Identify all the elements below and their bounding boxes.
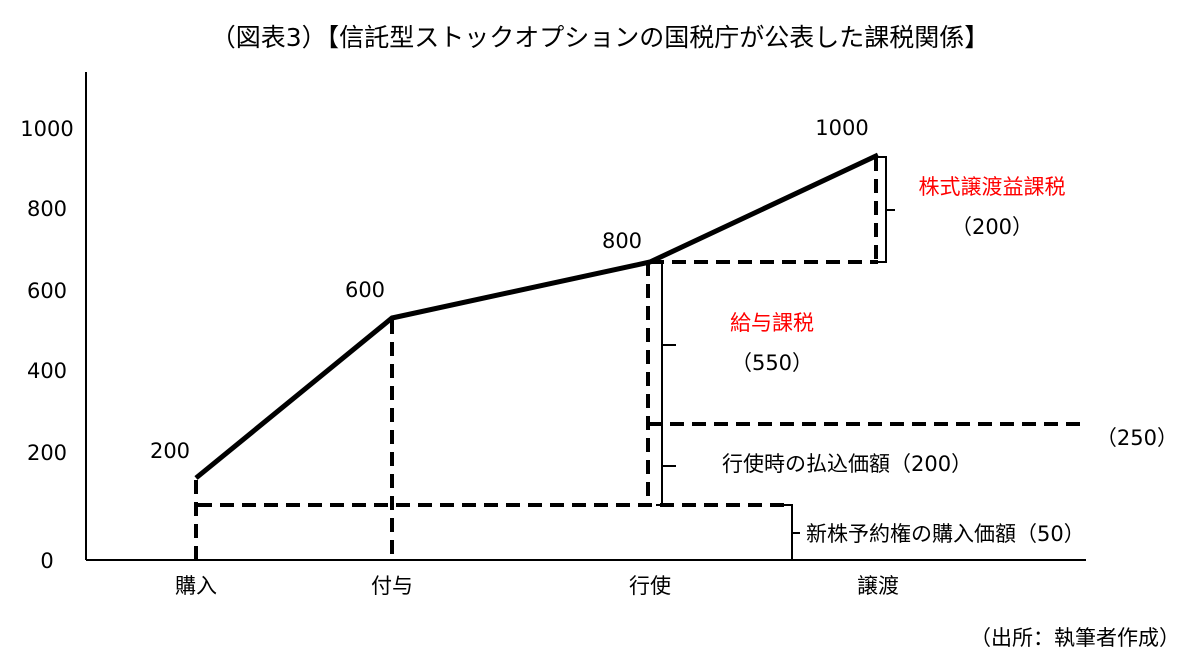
x-tick-label: 付与	[371, 574, 413, 598]
salary-bracket	[656, 261, 663, 425]
chart-title: （図表3）【信託型ストックオプションの国税庁が公表した課税関係】	[211, 23, 989, 52]
annotation-amount: （200）	[951, 215, 1033, 239]
point-label: 600	[345, 278, 385, 302]
y-tick-label: 800	[27, 197, 67, 221]
reference-lines	[194, 157, 1086, 560]
series-line	[194, 152, 880, 480]
axes	[85, 72, 1086, 561]
reference-label: 新株予約権の購入価額（50）	[806, 522, 1085, 546]
x-tick-label: 行使	[629, 574, 671, 598]
source-note: （出所：執筆者作成）	[970, 626, 1180, 650]
y-tick-label: 200	[27, 441, 67, 465]
x-tick-label: 購入	[175, 574, 217, 598]
transfer-gain-bracket	[878, 156, 887, 263]
annotation-amount: （550）	[731, 351, 813, 375]
x-tick-labels: 購入 付与 行使 譲渡	[175, 574, 899, 598]
reference-label: 行使時の払込価額（200）	[722, 452, 972, 476]
annotations: 株式譲渡益課税 （200） 給与課税 （550） 新株予約権の購入価額（50） 行使時の払…	[656, 156, 1178, 561]
series: 200 600 800 1000	[150, 116, 880, 480]
y-tick-label: 1000	[20, 117, 73, 141]
x-tick-label: 譲渡	[857, 574, 899, 598]
purchase-price-bracket	[780, 504, 793, 561]
point-label: 800	[602, 229, 642, 253]
point-label: 1000	[815, 116, 868, 140]
annotation-label: 給与課税	[730, 311, 814, 335]
y-tick-label: 400	[27, 359, 67, 383]
annotation-label: 株式譲渡益課税	[919, 175, 1066, 199]
point-label: 200	[150, 439, 190, 463]
reference-label: （250）	[1096, 426, 1178, 450]
exercise-price-bracket	[656, 423, 663, 506]
y-tick-label: 0	[40, 549, 53, 573]
y-tick-label: 600	[27, 279, 67, 303]
y-tick-labels: 0 200 400 600 800 1000	[20, 117, 73, 573]
